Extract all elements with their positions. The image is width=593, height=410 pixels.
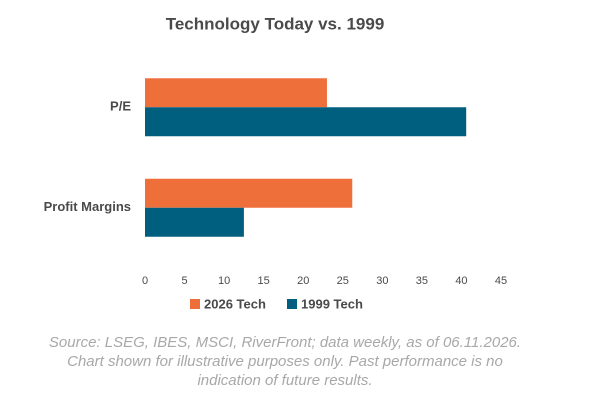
source-note: Source: LSEG, IBES, MSCI, RiverFront; da…	[49, 334, 521, 351]
x-tick-label: 35	[416, 275, 428, 287]
y-tick-label: Profit Margins	[44, 199, 131, 214]
x-tick-label: 15	[258, 275, 270, 287]
chart-title: Technology Today vs. 1999	[166, 14, 385, 33]
source-note: Chart shown for illustrative purposes on…	[67, 353, 503, 370]
bar	[145, 78, 327, 108]
legend-label: 1999 Tech	[301, 296, 363, 311]
x-tick-label: 40	[455, 275, 467, 287]
bar	[145, 107, 467, 137]
legend-swatch	[190, 299, 200, 309]
x-tick-label: 45	[495, 275, 507, 287]
legend-label: 2026 Tech	[204, 296, 266, 311]
y-tick-label: P/E	[110, 99, 131, 114]
x-tick-label: 0	[142, 275, 148, 287]
bar	[145, 178, 353, 208]
x-tick-label: 25	[337, 275, 349, 287]
x-tick-label: 10	[218, 275, 230, 287]
source-note: indication of future results.	[197, 372, 372, 389]
x-tick-label: 30	[376, 275, 388, 287]
bar	[145, 207, 244, 237]
legend-swatch	[287, 299, 297, 309]
x-tick-label: 20	[297, 275, 309, 287]
x-tick-label: 5	[181, 275, 187, 287]
